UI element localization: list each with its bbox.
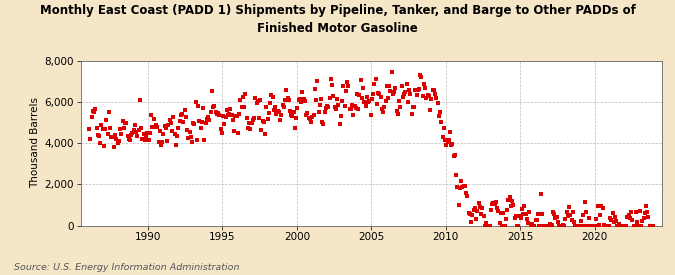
Text: Monthly East Coast (PADD 1) Shipments by Pipeline, Tanker, and Barge to Other PA: Monthly East Coast (PADD 1) Shipments by… — [40, 4, 635, 17]
Text: Finished Motor Gasoline: Finished Motor Gasoline — [257, 22, 418, 35]
Text: Source: U.S. Energy Information Administration: Source: U.S. Energy Information Administ… — [14, 263, 239, 272]
Y-axis label: Thousand Barrels: Thousand Barrels — [30, 98, 40, 188]
